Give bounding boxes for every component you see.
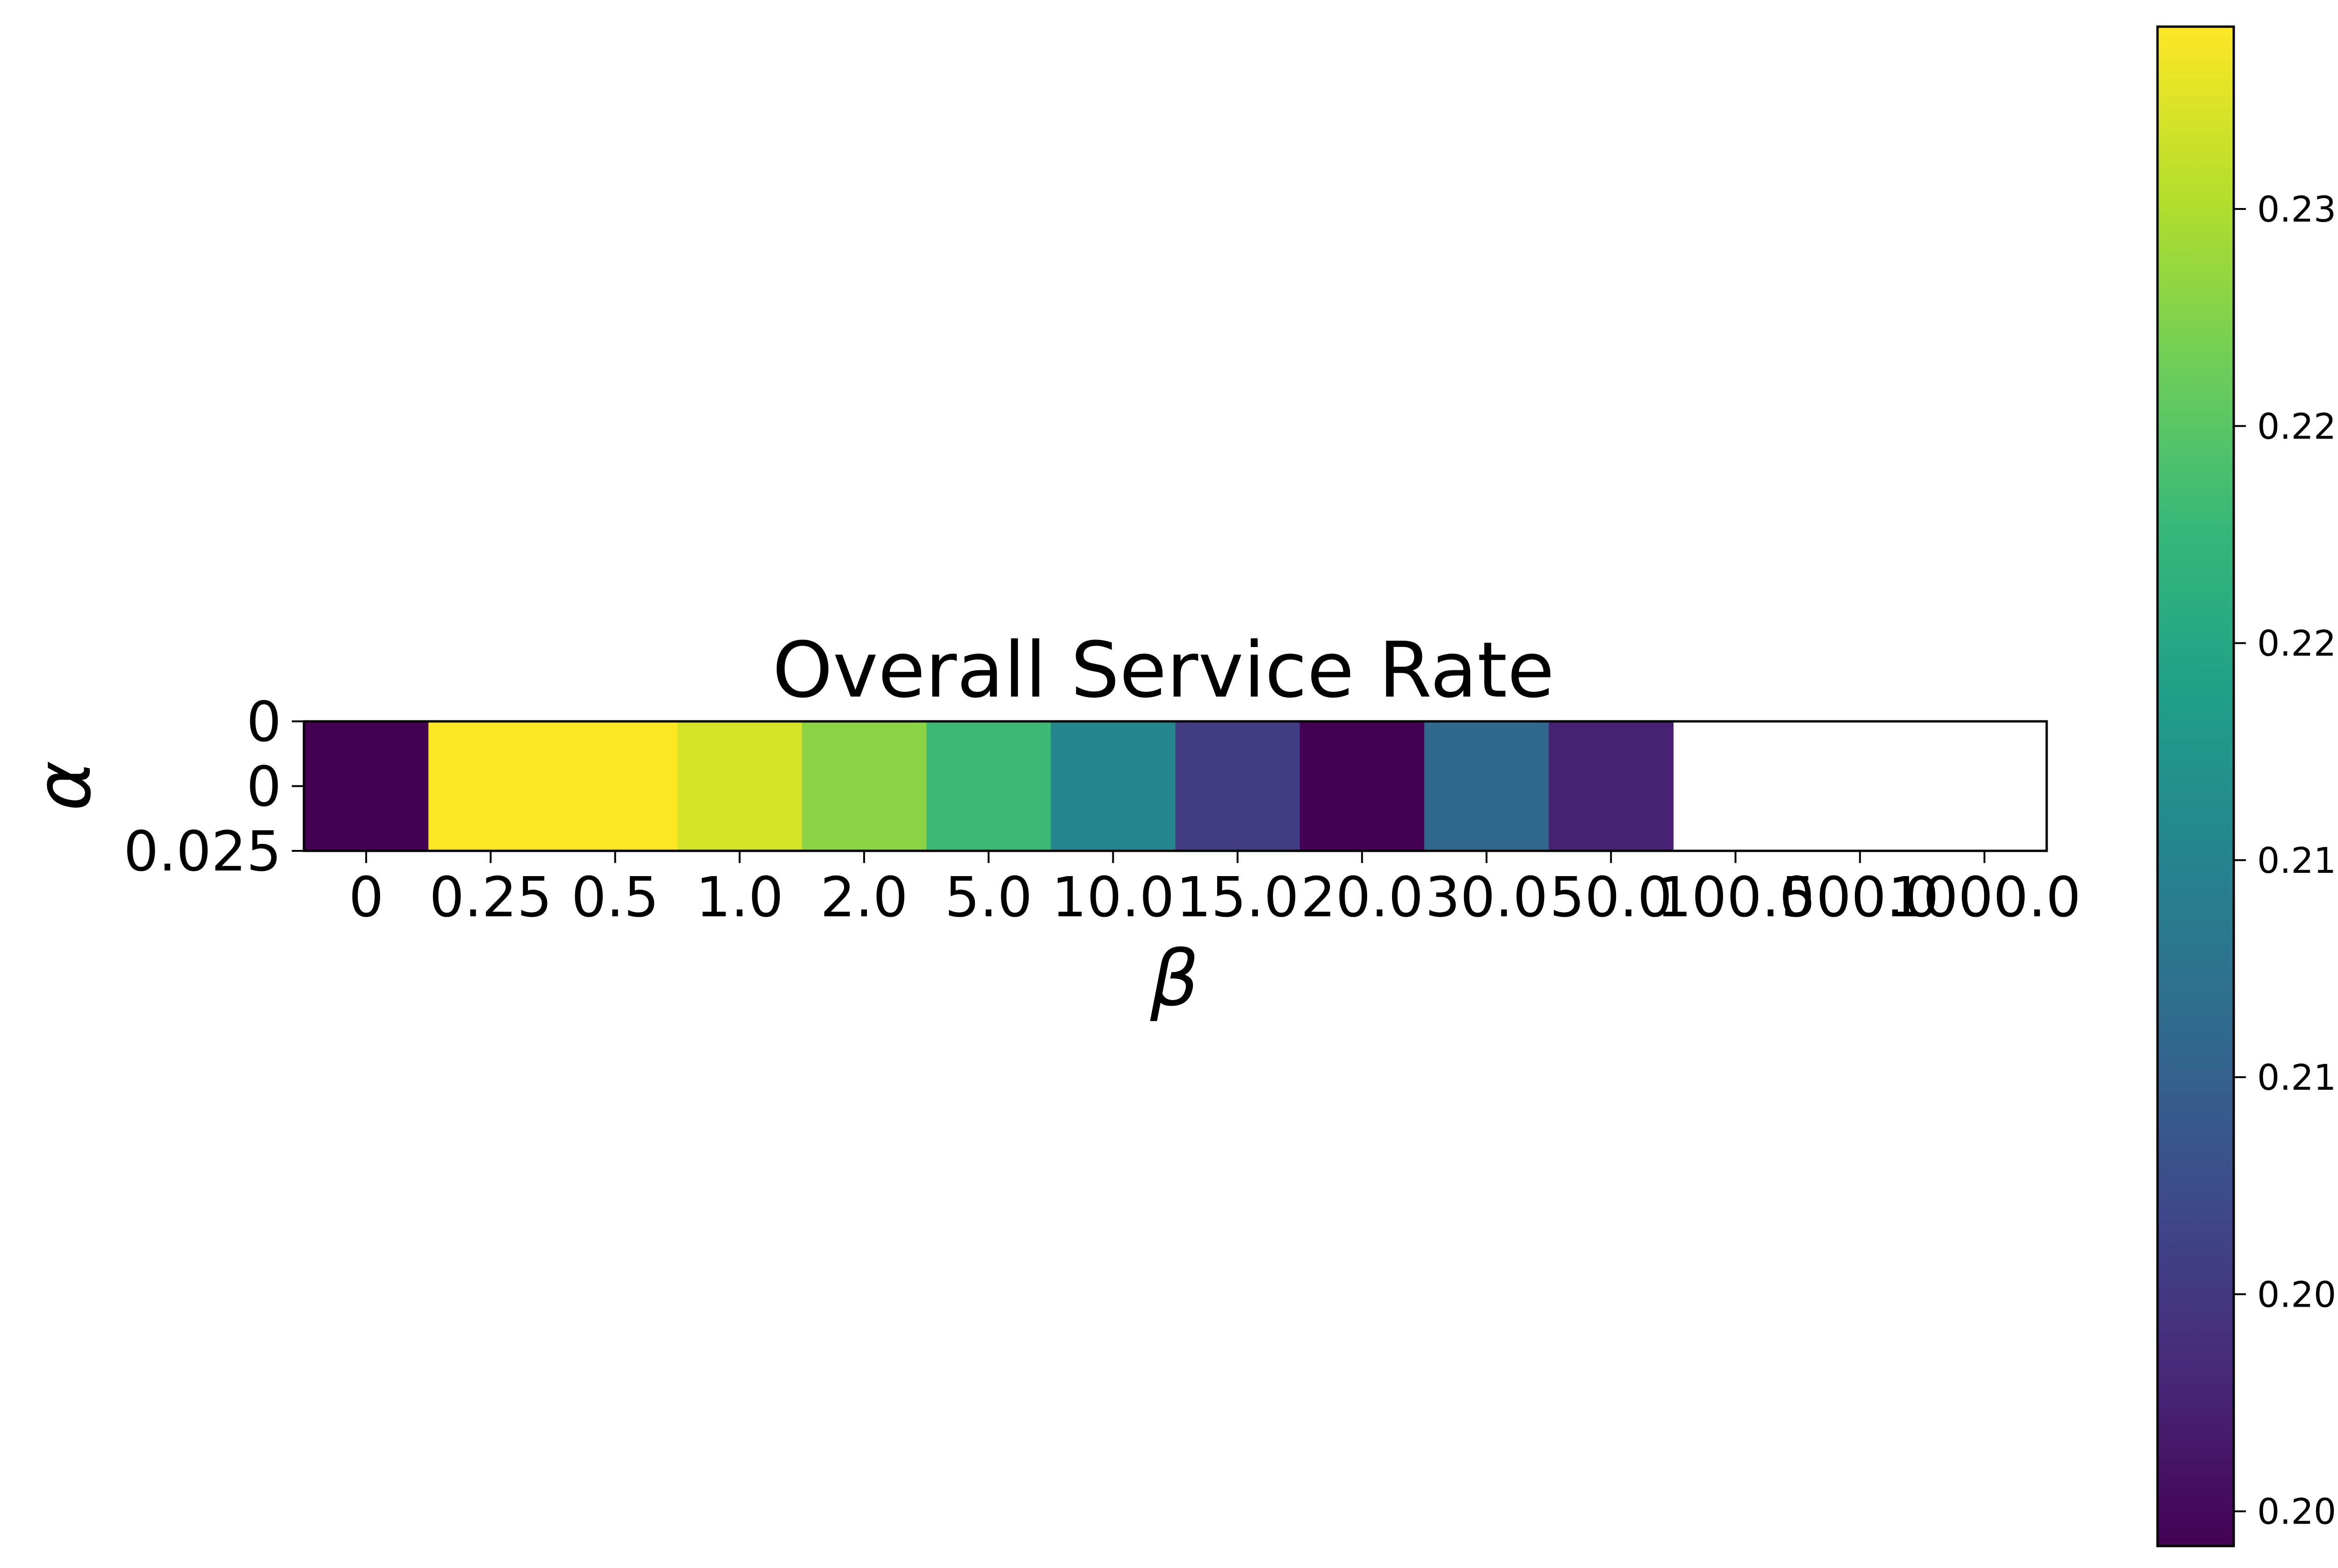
colorbar-tick-label: 0.225: [2257, 405, 2338, 447]
heatmap-cell: [677, 721, 802, 851]
y-axis-label: α: [19, 761, 108, 811]
heatmap-cell: [553, 721, 678, 851]
x-tick-label: 0.25: [429, 865, 552, 929]
x-tick-label: 1.0: [696, 865, 784, 929]
heatmap-cell: [1051, 721, 1176, 851]
y-tick-label: 0: [246, 690, 281, 754]
colorbar-tick-label: 0.230: [2257, 188, 2338, 230]
heatmap-cell: [428, 721, 554, 851]
heatmap-cell: [304, 721, 429, 851]
heatmap-cell: [1175, 721, 1300, 851]
x-tick-label: 100.0: [1657, 865, 1815, 929]
x-tick-label: 50.0: [1550, 865, 1673, 929]
heatmap-cell: [1424, 721, 1549, 851]
x-tick-label: 10.0: [1052, 865, 1175, 929]
heatmap-cell: [1673, 721, 1798, 851]
colorbar-tick-label: 0.205: [2257, 1273, 2338, 1315]
x-tick-label: 15.0: [1176, 865, 1299, 929]
heatmap-cell: [1549, 721, 1674, 851]
colorbar: [2156, 25, 2235, 1547]
x-tick-label: 2.0: [820, 865, 908, 929]
x-tick-label: 0.5: [571, 865, 659, 929]
colorbar-tick-label: 0.200: [2257, 1491, 2338, 1532]
heatmap-cell: [926, 721, 1051, 851]
x-tick-label: 500.0: [1781, 865, 1939, 929]
colorbar-tick-label: 0.215: [2257, 840, 2338, 881]
y-axis-ticks: 000.025: [123, 690, 304, 884]
colorbar-tick-label: 0.220: [2257, 623, 2338, 664]
chart-title: Overall Service Rate: [772, 626, 1555, 715]
x-axis-ticks: 0 0.25 0.5 1.0 2.0 5.0 10.0 15.0 20.0 30.0 50.0100…: [349, 851, 2081, 929]
x-tick-label: 20.0: [1300, 865, 1423, 929]
heatmap-cell: [1922, 721, 2047, 851]
heatmap-cell: [1299, 721, 1425, 851]
y-tick-label: 0: [246, 755, 281, 819]
y-tick-label: 0.025: [123, 819, 281, 884]
colorbar-ticks: 0.200 0.205 0.210 0.215 0.220 0.225 0.230: [2234, 188, 2338, 1532]
x-tick-label: 0: [349, 865, 384, 929]
x-tick-label: 5.0: [945, 865, 1032, 929]
colorbar-tick-label: 0.210: [2257, 1057, 2338, 1098]
x-axis-label: β: [1150, 934, 1199, 1023]
heatmap-cells: [304, 721, 2047, 851]
x-tick-label: 30.0: [1425, 865, 1548, 929]
heatmap-cell: [801, 721, 927, 851]
x-tick-label: 1000.0: [1888, 865, 2081, 929]
heatmap-cell: [1798, 721, 1923, 851]
